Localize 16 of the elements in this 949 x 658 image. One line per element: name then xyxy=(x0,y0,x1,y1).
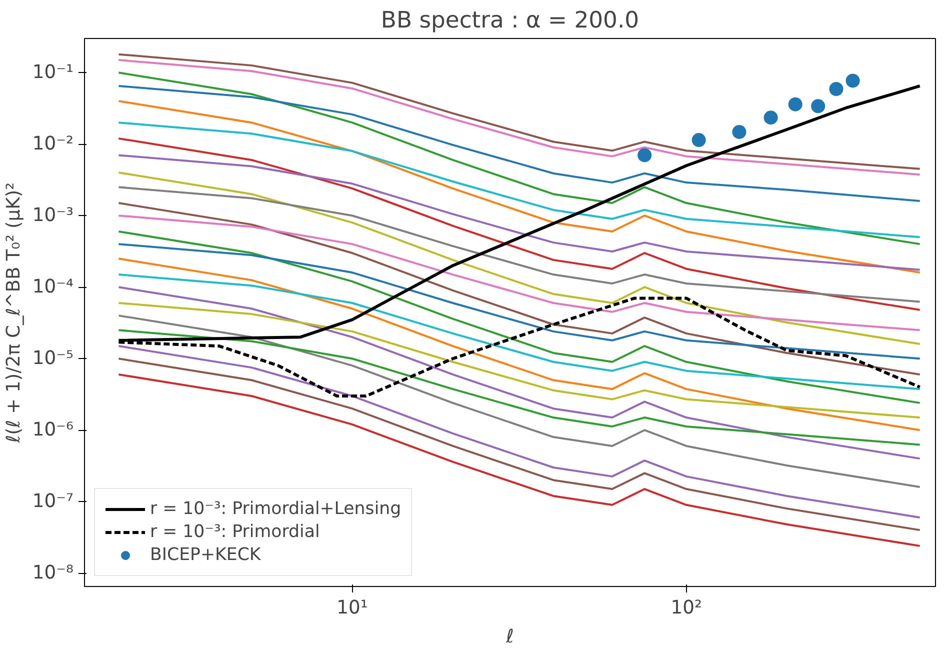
y-tick-label: 10⁻⁴ xyxy=(32,276,74,298)
x-tick-label: 10² xyxy=(670,598,702,618)
y-tick-label: 10⁻⁸ xyxy=(32,562,74,584)
x-axis-title: ℓ xyxy=(505,626,514,648)
y-tick-label: 10⁻² xyxy=(32,134,74,155)
y-tick-label: 10⁻³ xyxy=(32,205,74,226)
y-tick-label: 10⁻⁵ xyxy=(32,348,74,370)
legend-label: r = 10⁻³: Primordial+Lensing xyxy=(150,499,402,519)
chart-title: BB spectra : α = 200.0 xyxy=(380,8,640,34)
y-tick-label: 10⁻¹ xyxy=(32,62,74,84)
legend-label: r = 10⁻³: Primordial xyxy=(150,522,320,542)
legend-label: BICEP+KECK xyxy=(150,545,261,565)
y-tick-label: 10⁻⁷ xyxy=(32,491,74,512)
y-axis-title: ℓ(ℓ + 1)/2π C_ℓ^BB T₀² (μK)² xyxy=(3,182,24,444)
y-tick-label: 10⁻⁶ xyxy=(32,420,74,441)
x-tick-label: 10¹ xyxy=(336,598,368,618)
